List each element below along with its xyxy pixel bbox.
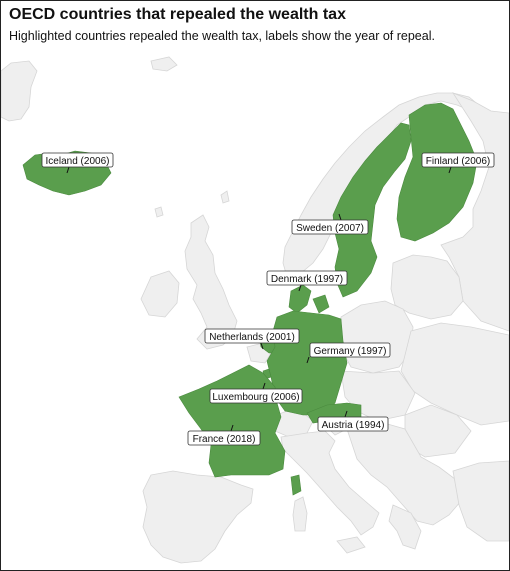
land-greece (388, 504, 422, 550)
label-text-netherlands: Netherlands (2001) (209, 332, 295, 343)
label-text-iceland: Iceland (2006) (46, 156, 110, 167)
land-sardinia (292, 496, 308, 532)
land-balkans (346, 420, 462, 526)
country-corsica[interactable] (290, 474, 302, 496)
land-sicily (336, 536, 366, 554)
land-shetland (220, 190, 230, 204)
label-iceland: Iceland (2006) (41, 152, 114, 174)
label-denmark: Denmark (1997) (266, 270, 348, 292)
land-italy (280, 430, 380, 536)
label-text-sweden: Sweden (2007) (296, 223, 364, 234)
europe-map: Iceland (2006) Finland (2006) Sweden (20… (1, 56, 509, 564)
label-text-luxembourg: Luxembourg (2006) (212, 392, 299, 403)
label-france: France (2018) (187, 424, 261, 446)
label-text-finland: Finland (2006) (426, 156, 490, 167)
label-text-france: France (2018) (193, 434, 256, 445)
land-faroe (154, 206, 164, 218)
land-baltics (390, 254, 464, 320)
land-greenland (1, 60, 38, 122)
land-turkey (452, 460, 509, 542)
country-denmark-islands[interactable] (312, 294, 330, 314)
label-finland: Finland (2006) (421, 152, 495, 174)
label-netherlands: Netherlands (2001) (204, 328, 300, 350)
country-finland[interactable] (396, 102, 478, 242)
map-title: OECD countries that repealed the wealth … (9, 6, 346, 23)
land-great-britain (184, 214, 238, 350)
map-subtitle: Highlighted countries repealed the wealt… (9, 29, 435, 43)
land-iberia (142, 470, 254, 564)
label-germany: Germany (1997) (306, 342, 391, 364)
country-france[interactable] (178, 364, 286, 478)
label-text-denmark: Denmark (1997) (271, 274, 343, 285)
label-sweden: Sweden (2007) (291, 213, 369, 235)
label-austria: Austria (1994) (317, 410, 389, 432)
land-ireland (140, 270, 180, 318)
label-text-austria: Austria (1994) (322, 420, 385, 431)
land-ukraine (400, 322, 509, 426)
label-text-germany: Germany (1997) (314, 346, 387, 357)
label-luxembourg: Luxembourg (2006) (209, 382, 303, 404)
land-poland (340, 300, 414, 374)
land-north-island (150, 56, 178, 72)
